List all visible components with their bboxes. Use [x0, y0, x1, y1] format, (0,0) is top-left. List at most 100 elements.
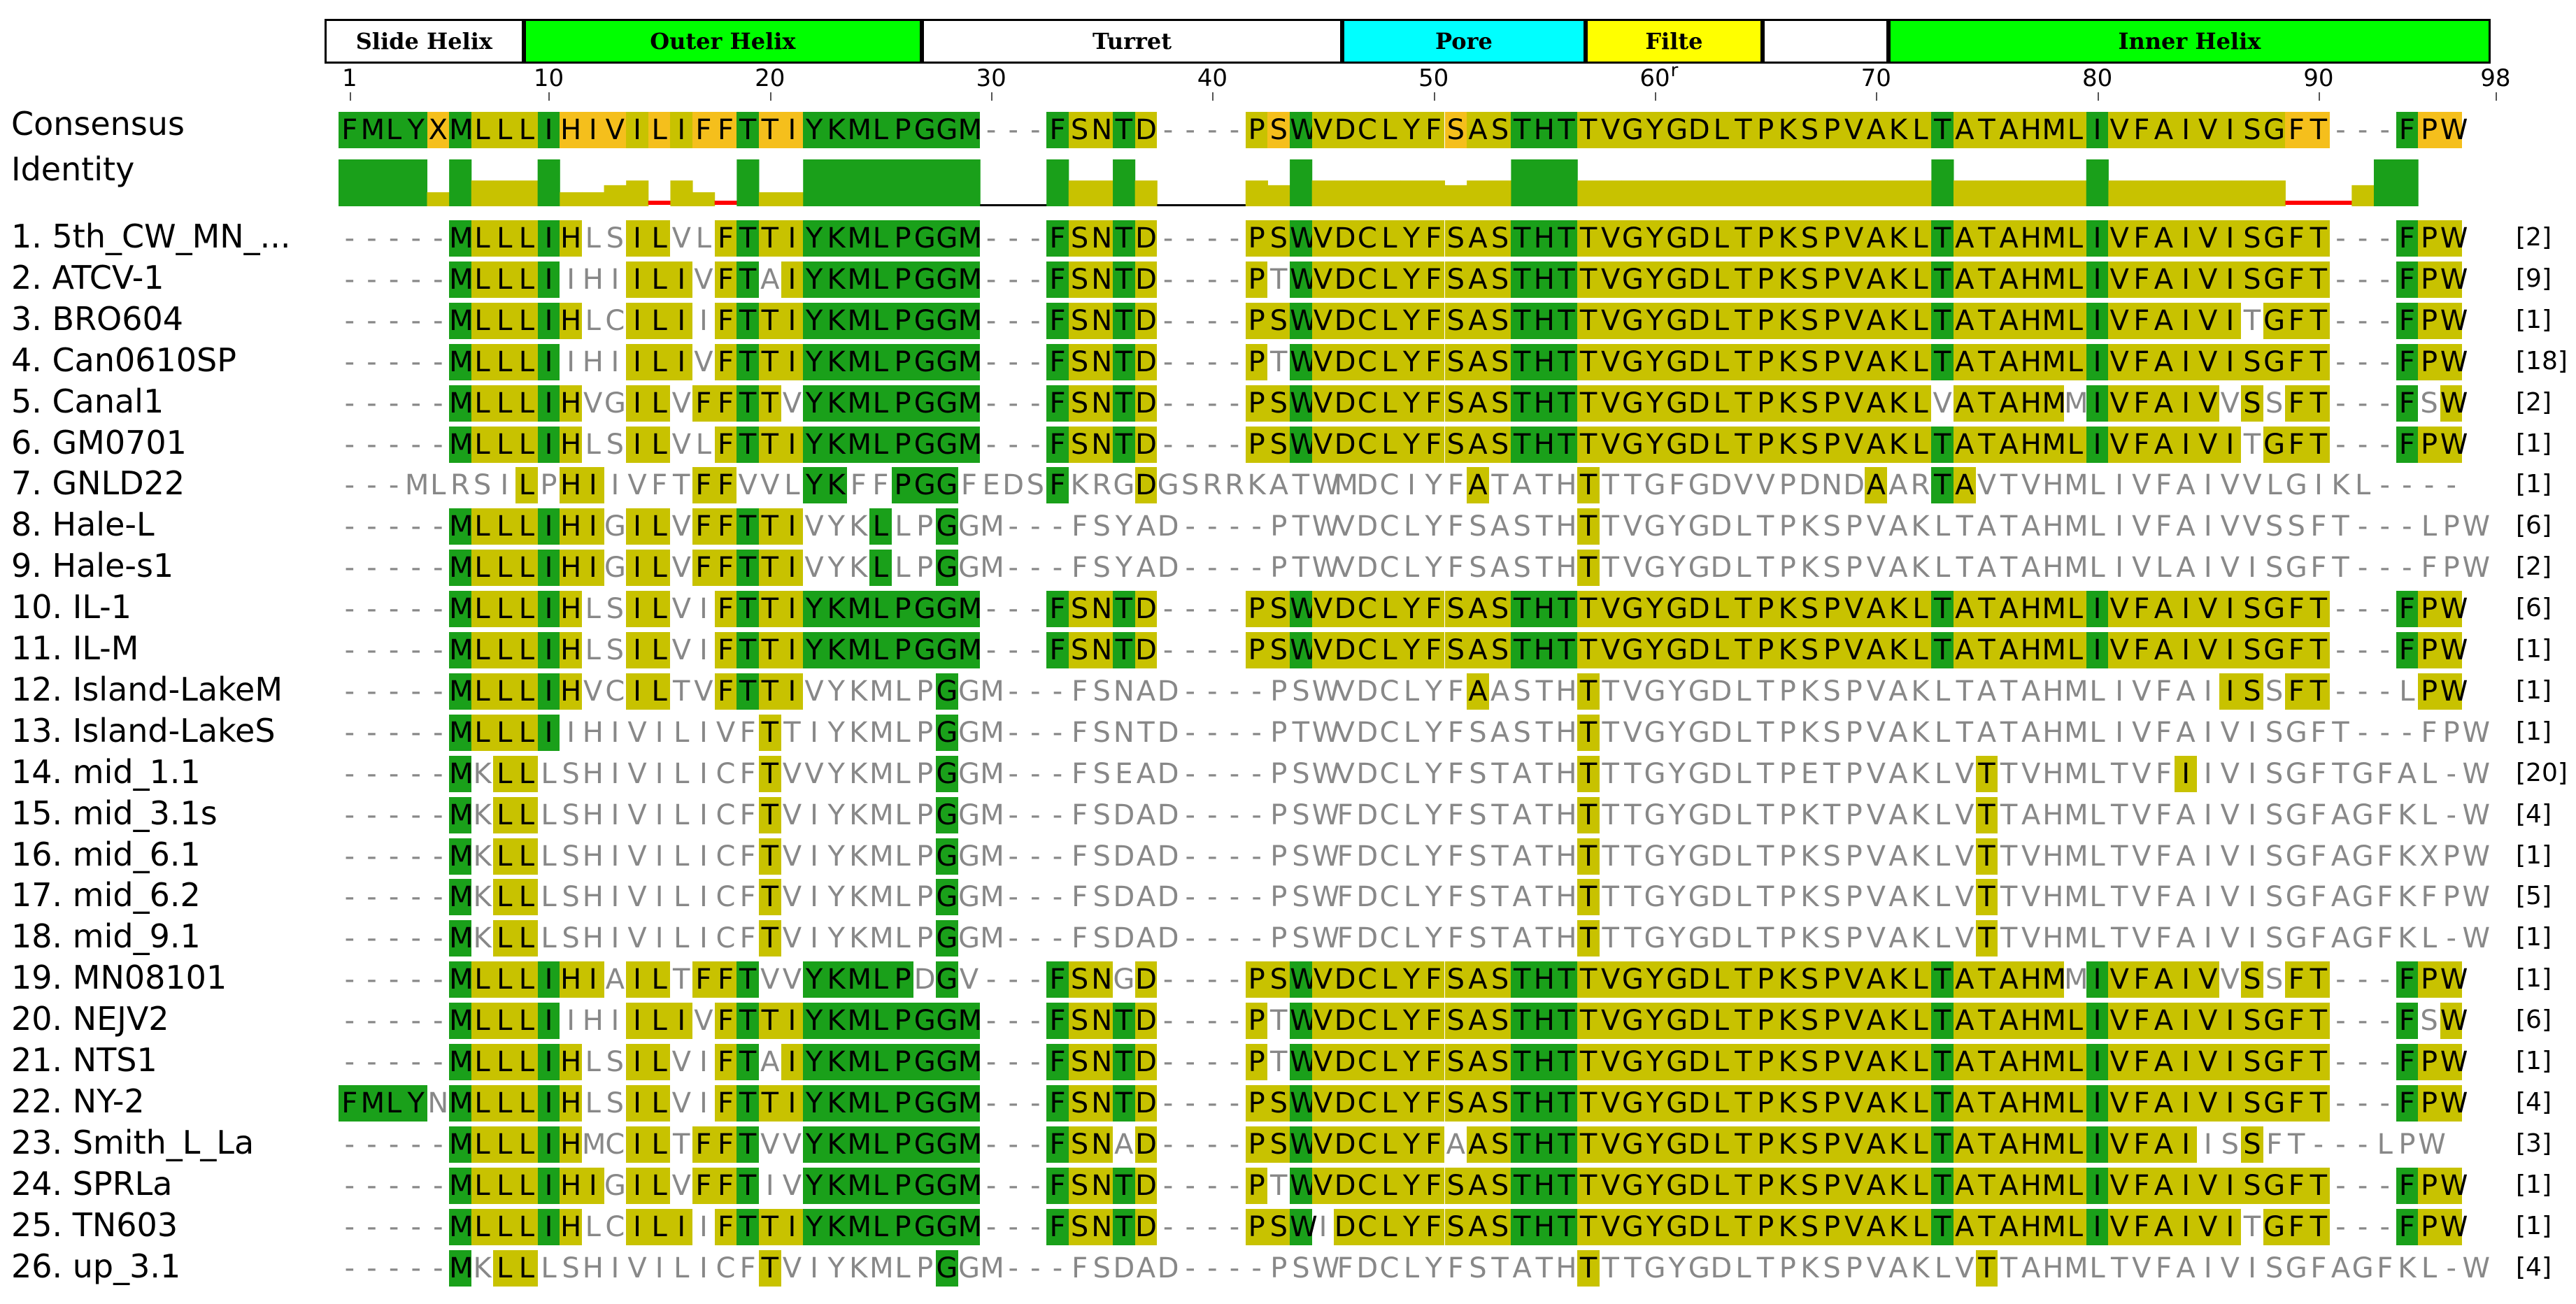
residue-cell: L: [2064, 591, 2086, 628]
residue-cell: T: [1577, 550, 1600, 587]
residue-cell: -: [1229, 263, 1240, 296]
residue-cell: F: [692, 1126, 715, 1163]
residue-cell: M: [449, 112, 474, 148]
residue-cell: A: [1953, 1084, 1976, 1122]
identity-bar: [825, 159, 848, 206]
residue-cell: A: [2021, 510, 2041, 543]
residue-cell: -: [2424, 469, 2435, 502]
residue-cell: D: [1688, 302, 1711, 339]
residue-cell: A: [1136, 1252, 1156, 1284]
residue-cell: -: [1052, 922, 1063, 955]
residue-cell: -: [344, 510, 355, 543]
identity-bar: [1511, 159, 1534, 206]
residue-cell: I: [2086, 112, 2109, 148]
residue-cell: W: [2440, 1208, 2468, 1245]
residue-cell: G: [1157, 469, 1179, 502]
residue-cell: H: [560, 1084, 582, 1122]
residue-cell: H: [1556, 798, 1577, 831]
residue-cell: L: [695, 222, 712, 255]
residue-cell: S: [1469, 881, 1487, 914]
residue-cell: K: [1776, 632, 1799, 668]
identity-bar: [670, 180, 693, 206]
residue-cell: V: [2108, 1208, 2131, 1245]
residue-cell: T: [1975, 1167, 1998, 1204]
residue-cell: T: [1931, 1208, 1954, 1245]
residue-cell: L: [2089, 716, 2105, 749]
residue-cell: T: [1975, 1044, 1998, 1080]
residue-cell: G: [1665, 961, 1688, 998]
residue-cell: G: [936, 961, 958, 998]
residue-cell: A: [2176, 510, 2196, 543]
residue-cell: Y: [803, 1084, 825, 1122]
residue-cell: V: [2021, 881, 2041, 914]
residue-cell: T: [2332, 510, 2349, 543]
residue-cell: P: [1779, 881, 1796, 914]
identity-bar: [1732, 180, 1755, 206]
residue-cell: Y: [803, 467, 825, 504]
residue-cell: G: [1621, 1084, 1644, 1122]
residue-cell: -: [1030, 345, 1041, 378]
residue-cell: G: [913, 302, 936, 339]
residue-cell: V: [1335, 675, 1355, 708]
residue-cell: I: [2219, 261, 2242, 298]
residue-cell: S: [1798, 961, 1821, 998]
residue-cell: K: [473, 881, 492, 914]
residue-cell: T: [758, 838, 781, 875]
residue-cell: T: [736, 673, 759, 710]
residue-cell: F: [2285, 112, 2308, 148]
residue-cell: -: [1030, 675, 1041, 708]
residue-cell: S: [2265, 798, 2284, 831]
residue-cell: T: [1975, 755, 1998, 792]
residue-cell: T: [1491, 840, 1509, 873]
residue-cell: M: [2064, 881, 2088, 914]
residue-cell: -: [1207, 1128, 1218, 1161]
residue-cell: F: [2155, 469, 2172, 502]
residue-cell: K: [1776, 1044, 1799, 1080]
residue-cell: S: [1488, 1126, 1511, 1163]
residue-cell: -: [985, 263, 997, 296]
residue-cell: K: [849, 798, 868, 831]
residue-cell: G: [1688, 552, 1710, 585]
residue-cell: I: [2175, 961, 2197, 998]
residue-cell: -: [411, 1210, 421, 1243]
residue-cell: P: [1779, 798, 1796, 831]
residue-cell: A: [2331, 881, 2351, 914]
residue-cell: A: [1467, 385, 1489, 422]
residue-cell: -: [985, 222, 997, 255]
residue-cell: S: [1068, 632, 1091, 668]
residue-cell: P: [1245, 1167, 1268, 1204]
residue-cell: H: [2042, 840, 2064, 873]
residue-cell: L: [1909, 1167, 1932, 1204]
residue-cell: L: [471, 343, 494, 380]
identity-bar: [1046, 159, 1069, 206]
residue-cell: -: [1251, 798, 1262, 831]
residue-cell: D: [1688, 632, 1711, 668]
residue-cell: T: [1113, 632, 1135, 668]
residue-cell: F: [1422, 1084, 1445, 1122]
residue-cell: A: [1998, 1003, 2020, 1040]
residue-cell: D: [1134, 112, 1158, 148]
residue-cell: F: [714, 550, 737, 587]
residue-cell: -: [1008, 222, 1018, 255]
residue-cell: F: [2130, 1208, 2153, 1245]
identity-bar: [2219, 180, 2242, 206]
identity-bar: [781, 192, 804, 206]
residue-cell: N: [1090, 385, 1113, 422]
residue-cell: C: [1379, 757, 1400, 790]
residue-cell: S: [1093, 1252, 1111, 1284]
residue-cell: K: [2398, 840, 2417, 873]
residue-cell: L: [493, 343, 516, 380]
residue-cell: I: [781, 1003, 804, 1040]
residue-cell: I: [626, 343, 648, 380]
residue-cell: T: [1577, 838, 1600, 875]
residue-cell: P: [540, 469, 557, 502]
residue-cell: T: [1756, 881, 1774, 914]
ruler-tick-label: 70: [1860, 64, 1891, 92]
residue-cell: -: [2335, 634, 2346, 666]
residue-cell: -: [433, 634, 443, 666]
residue-cell: M: [449, 343, 474, 380]
residue-cell: M: [847, 302, 871, 339]
residue-cell: A: [1953, 426, 1976, 463]
residue-cell: F: [1447, 757, 1464, 790]
residue-cell: L: [1735, 881, 1751, 914]
